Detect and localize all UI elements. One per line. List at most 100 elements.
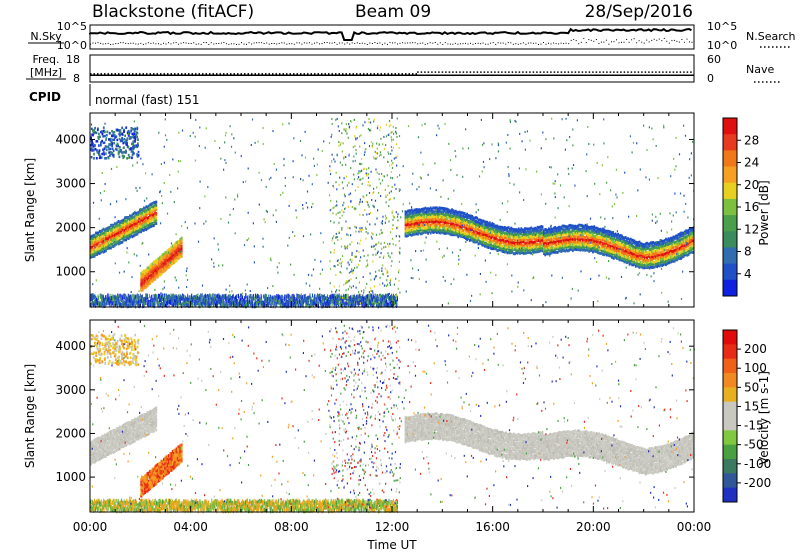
- range-cell: [488, 245, 491, 249]
- range-cell: [558, 240, 560, 244]
- range-cell: [261, 295, 263, 300]
- range-cell: [529, 227, 531, 231]
- range-cell: [631, 242, 633, 246]
- range-cell: [588, 226, 591, 229]
- range-cell: [132, 230, 135, 234]
- range-cell: [607, 240, 609, 244]
- range-cell: [211, 294, 213, 299]
- range-cell: [543, 247, 545, 251]
- range-cell: [582, 234, 584, 238]
- range-cell: [617, 251, 619, 255]
- nsearch-point: [573, 38, 575, 40]
- range-cell: [582, 238, 584, 242]
- range-cell: [592, 226, 594, 229]
- range-cell: [672, 235, 675, 239]
- range-cell: [451, 230, 453, 234]
- range-cell: [516, 249, 519, 253]
- range-cell: [441, 216, 443, 219]
- range-cell: [681, 237, 684, 241]
- range-cell: [595, 230, 598, 234]
- range-cell: [593, 239, 596, 243]
- range-cell: [90, 253, 92, 257]
- range-cell: [647, 242, 650, 246]
- range-cell: [575, 229, 578, 233]
- range-cell: [264, 302, 266, 307]
- nsearch-point: [525, 43, 527, 45]
- range-cell: [420, 228, 423, 232]
- range-cell: [497, 248, 500, 252]
- range-cell: [662, 257, 665, 260]
- range-cell: [648, 244, 651, 248]
- range-cell: [157, 259, 160, 263]
- range-cell: [548, 248, 550, 252]
- range-cell: [90, 136, 92, 140]
- range-cell: [188, 304, 190, 308]
- range-cell: [511, 241, 514, 245]
- range-cell: [621, 245, 623, 249]
- range-cell: [297, 298, 299, 303]
- range-cell: [183, 294, 185, 299]
- range-cell: [121, 297, 123, 302]
- range-cell: [442, 207, 445, 210]
- range-cell: [242, 295, 243, 300]
- range-cell: [132, 215, 135, 219]
- range-cell: [627, 251, 630, 255]
- range-cell: [111, 239, 114, 242]
- nsearch-point: [631, 39, 633, 41]
- range-cell: [525, 245, 528, 249]
- range-cell: [642, 245, 645, 249]
- range-cell: [444, 221, 447, 224]
- range-cell: [152, 277, 155, 281]
- range-cell: [136, 297, 138, 302]
- nsearch-point: [600, 41, 602, 43]
- range-cell: [545, 231, 548, 234]
- cpid-row: CPID normal (fast) 151: [29, 84, 199, 107]
- range-cell: [427, 231, 429, 235]
- range-cell: [665, 241, 667, 245]
- range-cell: [499, 229, 501, 233]
- range-cell: [685, 251, 687, 255]
- range-cell: [118, 233, 121, 237]
- range-cell: [110, 242, 112, 246]
- range-cell: [90, 155, 93, 159]
- range-cell: [150, 213, 153, 217]
- range-cell: [439, 220, 442, 224]
- range-cell: [144, 276, 147, 280]
- range-cell: [233, 303, 235, 308]
- range-cell: [199, 304, 201, 309]
- range-cell: [152, 205, 155, 209]
- range-cell: [140, 279, 143, 283]
- range-cell: [546, 246, 549, 250]
- range-cell: [144, 221, 146, 225]
- range-cell: [162, 293, 163, 298]
- range-cell: [605, 241, 608, 245]
- range-cell: [263, 294, 265, 299]
- range-cell: [594, 234, 597, 238]
- range-cell: [488, 223, 491, 227]
- nsearch-point: [105, 43, 107, 45]
- range-cell: [690, 240, 692, 244]
- range-cell: [575, 245, 578, 249]
- range-cell: [676, 250, 679, 254]
- range-cell: [671, 243, 674, 247]
- range-cell: [173, 251, 175, 255]
- range-cell: [681, 240, 684, 244]
- range-cell: [491, 235, 494, 239]
- range-cell: [176, 247, 179, 251]
- range-cell: [638, 244, 641, 247]
- range-cell: [118, 146, 121, 149]
- range-cell: [279, 300, 281, 305]
- range-cell: [621, 247, 623, 251]
- range-cell: [555, 231, 558, 235]
- range-cell: [142, 286, 145, 290]
- range-cell: [111, 244, 114, 248]
- range-cell: [432, 226, 435, 230]
- range-cell: [571, 237, 574, 241]
- range-cell: [126, 303, 128, 308]
- range-cell: [554, 229, 557, 232]
- range-cell: [429, 215, 432, 218]
- range-cell: [154, 222, 156, 226]
- range-cell: [101, 297, 103, 301]
- range-cell: [119, 129, 122, 132]
- range-cell: [125, 126, 128, 129]
